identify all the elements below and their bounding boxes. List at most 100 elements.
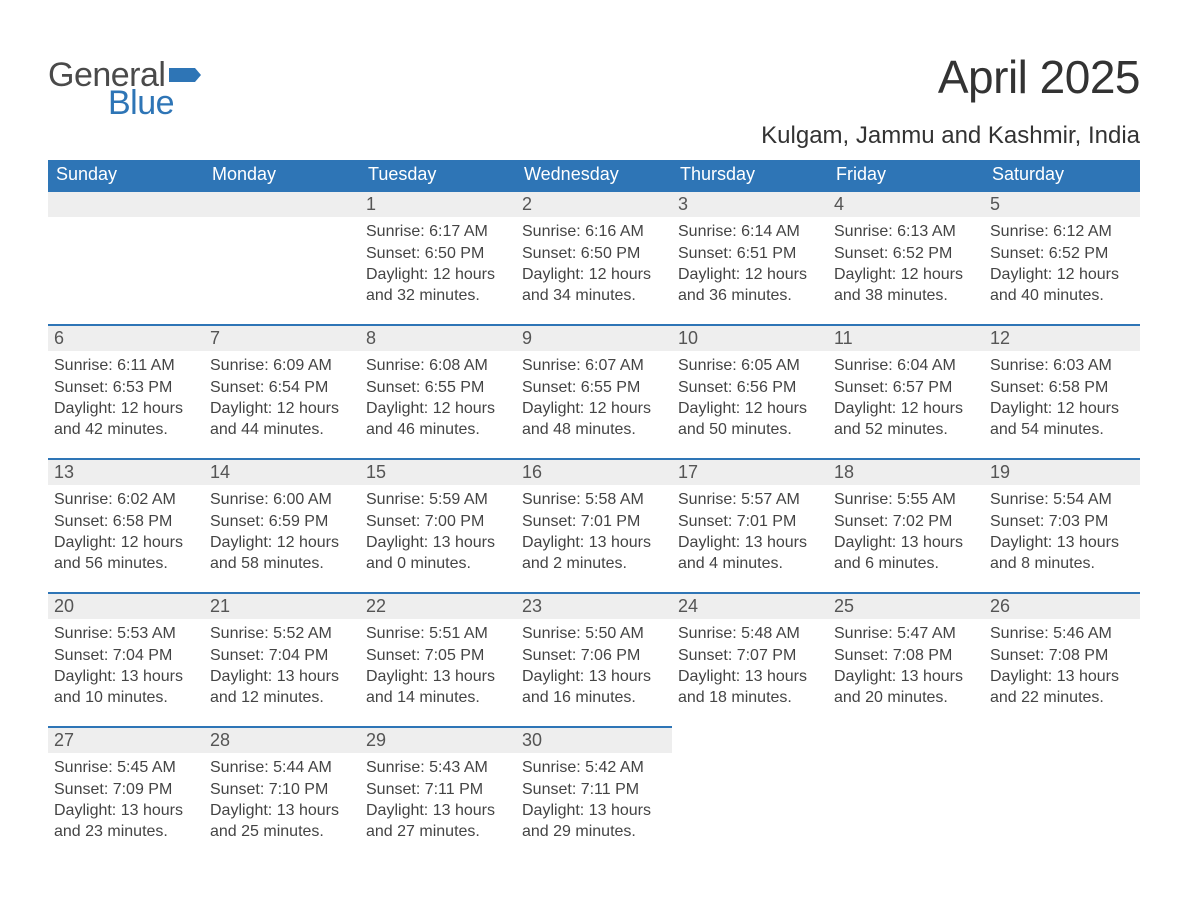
sunset-text: Sunset: 7:01 PM [678,511,822,532]
sunrise-text: Sunrise: 5:54 AM [990,489,1134,510]
cell-body: Sunrise: 5:45 AMSunset: 7:09 PMDaylight:… [48,753,204,841]
sunrise-text: Sunrise: 6:14 AM [678,221,822,242]
cell-body: Sunrise: 5:53 AMSunset: 7:04 PMDaylight:… [48,619,204,707]
daylight-text-2: and 52 minutes. [834,419,978,440]
day-number: 21 [204,592,360,619]
sunset-text: Sunset: 7:08 PM [834,645,978,666]
cell-body: Sunrise: 6:04 AMSunset: 6:57 PMDaylight:… [828,351,984,439]
calendar-cell: 4Sunrise: 6:13 AMSunset: 6:52 PMDaylight… [828,190,984,324]
calendar-cell: 23Sunrise: 5:50 AMSunset: 7:06 PMDayligh… [516,592,672,726]
calendar-cell: 6Sunrise: 6:11 AMSunset: 6:53 PMDaylight… [48,324,204,458]
daylight-text-2: and 29 minutes. [522,821,666,842]
daylight-text-1: Daylight: 12 hours [522,398,666,419]
sunrise-text: Sunrise: 6:17 AM [366,221,510,242]
day-number: 15 [360,458,516,485]
day-number: 2 [516,190,672,217]
cell-body: Sunrise: 6:00 AMSunset: 6:59 PMDaylight:… [204,485,360,573]
sunrise-text: Sunrise: 6:12 AM [990,221,1134,242]
sunset-text: Sunset: 6:52 PM [990,243,1134,264]
calendar-cell: 9Sunrise: 6:07 AMSunset: 6:55 PMDaylight… [516,324,672,458]
sunrise-text: Sunrise: 6:16 AM [522,221,666,242]
cell-body: Sunrise: 5:42 AMSunset: 7:11 PMDaylight:… [516,753,672,841]
cell-body: Sunrise: 6:11 AMSunset: 6:53 PMDaylight:… [48,351,204,439]
sunrise-text: Sunrise: 6:05 AM [678,355,822,376]
day-number: 19 [984,458,1140,485]
sunset-text: Sunset: 6:53 PM [54,377,198,398]
daylight-text-2: and 0 minutes. [366,553,510,574]
day-number: 22 [360,592,516,619]
cell-body: Sunrise: 6:09 AMSunset: 6:54 PMDaylight:… [204,351,360,439]
day-number: 6 [48,324,204,351]
sunrise-text: Sunrise: 5:55 AM [834,489,978,510]
daylight-text-2: and 23 minutes. [54,821,198,842]
calendar-cell [828,726,984,860]
day-number: 13 [48,458,204,485]
calendar-cell: 10Sunrise: 6:05 AMSunset: 6:56 PMDayligh… [672,324,828,458]
cell-body: Sunrise: 6:16 AMSunset: 6:50 PMDaylight:… [516,217,672,305]
day-number: 14 [204,458,360,485]
day-number: 16 [516,458,672,485]
daylight-text-1: Daylight: 13 hours [54,800,198,821]
calendar-cell: 5Sunrise: 6:12 AMSunset: 6:52 PMDaylight… [984,190,1140,324]
day-number: 1 [360,190,516,217]
sunrise-text: Sunrise: 6:11 AM [54,355,198,376]
day-header-thursday: Thursday [672,160,828,190]
sunset-text: Sunset: 7:09 PM [54,779,198,800]
cell-body: Sunrise: 6:12 AMSunset: 6:52 PMDaylight:… [984,217,1140,305]
daylight-text-1: Daylight: 12 hours [990,398,1134,419]
day-number: 10 [672,324,828,351]
week-row: 6Sunrise: 6:11 AMSunset: 6:53 PMDaylight… [48,324,1140,458]
sunrise-text: Sunrise: 5:42 AM [522,757,666,778]
sunset-text: Sunset: 7:01 PM [522,511,666,532]
calendar-cell: 7Sunrise: 6:09 AMSunset: 6:54 PMDaylight… [204,324,360,458]
location-subtitle: Kulgam, Jammu and Kashmir, India [761,122,1140,150]
sunset-text: Sunset: 7:07 PM [678,645,822,666]
cell-body: Sunrise: 5:51 AMSunset: 7:05 PMDaylight:… [360,619,516,707]
calendar-cell: 8Sunrise: 6:08 AMSunset: 6:55 PMDaylight… [360,324,516,458]
day-number: 5 [984,190,1140,217]
sunset-text: Sunset: 6:59 PM [210,511,354,532]
daylight-text-1: Daylight: 12 hours [678,398,822,419]
daylight-text-1: Daylight: 13 hours [522,800,666,821]
daylight-text-1: Daylight: 12 hours [366,398,510,419]
daylight-text-2: and 56 minutes. [54,553,198,574]
day-number: 17 [672,458,828,485]
sunset-text: Sunset: 6:55 PM [366,377,510,398]
daylight-text-1: Daylight: 13 hours [990,666,1134,687]
cell-body: Sunrise: 6:13 AMSunset: 6:52 PMDaylight:… [828,217,984,305]
sunrise-text: Sunrise: 6:00 AM [210,489,354,510]
daylight-text-2: and 58 minutes. [210,553,354,574]
calendar-cell: 1Sunrise: 6:17 AMSunset: 6:50 PMDaylight… [360,190,516,324]
day-number: 18 [828,458,984,485]
sunrise-text: Sunrise: 6:09 AM [210,355,354,376]
sunrise-text: Sunrise: 6:08 AM [366,355,510,376]
sunrise-text: Sunrise: 6:02 AM [54,489,198,510]
daylight-text-2: and 12 minutes. [210,687,354,708]
daylight-text-2: and 22 minutes. [990,687,1134,708]
calendar-grid: Sunday Monday Tuesday Wednesday Thursday… [48,160,1140,860]
calendar-cell: 18Sunrise: 5:55 AMSunset: 7:02 PMDayligh… [828,458,984,592]
day-number: 11 [828,324,984,351]
daylight-text-1: Daylight: 13 hours [366,800,510,821]
daylight-text-1: Daylight: 13 hours [990,532,1134,553]
calendar-cell: 30Sunrise: 5:42 AMSunset: 7:11 PMDayligh… [516,726,672,860]
sunset-text: Sunset: 6:55 PM [522,377,666,398]
sunset-text: Sunset: 7:03 PM [990,511,1134,532]
sunset-text: Sunset: 6:50 PM [366,243,510,264]
calendar-page: General Blue April 2025 Kulgam, Jammu an… [0,0,1188,900]
daylight-text-2: and 48 minutes. [522,419,666,440]
cell-body: Sunrise: 5:59 AMSunset: 7:00 PMDaylight:… [360,485,516,573]
sunset-text: Sunset: 7:04 PM [210,645,354,666]
daylight-text-2: and 50 minutes. [678,419,822,440]
calendar-cell: 28Sunrise: 5:44 AMSunset: 7:10 PMDayligh… [204,726,360,860]
day-header-monday: Monday [204,160,360,190]
sunrise-text: Sunrise: 6:13 AM [834,221,978,242]
sunset-text: Sunset: 6:58 PM [990,377,1134,398]
sunrise-text: Sunrise: 6:04 AM [834,355,978,376]
day-number: 20 [48,592,204,619]
sunset-text: Sunset: 7:10 PM [210,779,354,800]
sunset-text: Sunset: 6:58 PM [54,511,198,532]
title-block: April 2025 Kulgam, Jammu and Kashmir, In… [761,50,1140,150]
daylight-text-2: and 18 minutes. [678,687,822,708]
daylight-text-1: Daylight: 12 hours [990,264,1134,285]
